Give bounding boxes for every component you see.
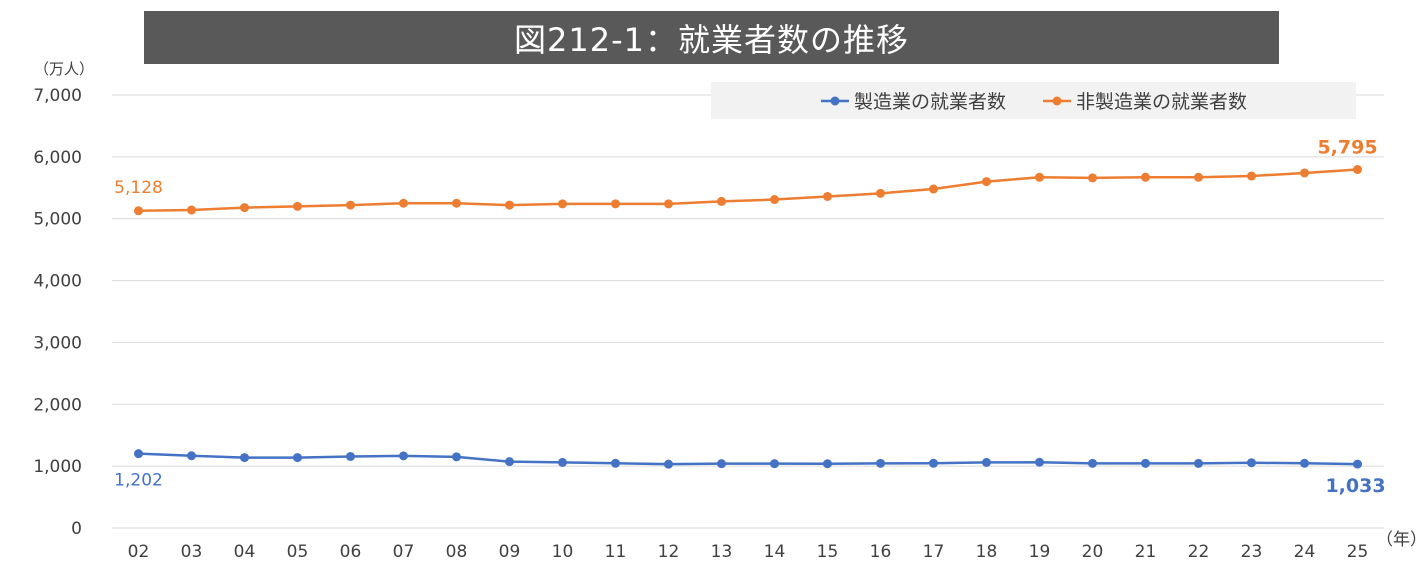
series-line-1	[138, 168, 1358, 213]
data-point	[876, 458, 885, 468]
data-point	[134, 449, 143, 459]
data-point	[1141, 172, 1150, 182]
y-tick-label: 2,000	[33, 395, 82, 415]
x-tick-label: 21	[1135, 542, 1157, 562]
data-point	[558, 199, 567, 209]
y-tick-label: 3,000	[33, 333, 82, 353]
legend-item-non-manufacturing: 非製造業の就業者数	[1042, 87, 1247, 114]
data-point	[187, 205, 196, 215]
data-point	[505, 200, 514, 210]
data-point	[1088, 458, 1097, 468]
data-point	[770, 195, 779, 205]
data-point	[1247, 458, 1256, 468]
y-tick-label: 5,000	[33, 210, 82, 230]
data-point	[823, 459, 832, 469]
x-tick-label: 13	[711, 542, 733, 562]
data-point	[187, 451, 196, 461]
x-tick-label: 22	[1188, 542, 1210, 562]
data-point	[1194, 172, 1203, 182]
x-axis-unit-label: （年）	[1376, 530, 1422, 550]
data-point	[240, 203, 249, 213]
data-label: 5,128	[114, 178, 163, 198]
data-point	[505, 457, 514, 467]
data-point	[929, 458, 938, 468]
series-line-0	[138, 452, 1358, 466]
data-point	[823, 191, 832, 201]
data-point	[770, 459, 779, 469]
data-point	[346, 451, 355, 461]
data-point	[717, 196, 726, 206]
x-tick-label: 05	[287, 542, 309, 562]
legend-marker-manufacturing	[820, 96, 849, 105]
data-point	[611, 199, 620, 209]
x-tick-label: 07	[393, 542, 415, 562]
data-point	[982, 457, 991, 467]
y-tick-label: 4,000	[33, 272, 82, 292]
data-point	[134, 206, 143, 216]
legend-item-manufacturing: 製造業の就業者数	[820, 87, 1006, 114]
data-point	[1035, 457, 1044, 467]
x-tick-label: 09	[499, 542, 521, 562]
x-tick-label: 25	[1347, 542, 1369, 562]
x-tick-label: 17	[923, 542, 945, 562]
data-point	[717, 459, 726, 469]
x-tick-label: 10	[552, 542, 574, 562]
x-tick-label: 11	[605, 542, 627, 562]
y-tick-label: 6,000	[33, 148, 82, 168]
x-tick-label: 15	[817, 542, 839, 562]
x-tick-label: 23	[1241, 542, 1263, 562]
y-tick-label: 1,000	[33, 457, 82, 477]
data-point	[1088, 173, 1097, 183]
x-tick-label: 16	[870, 542, 892, 562]
x-tick-label: 06	[340, 542, 362, 562]
x-tick-label: 04	[234, 542, 256, 562]
data-point	[1353, 459, 1362, 469]
legend-label-manufacturing: 製造業の就業者数	[853, 91, 1006, 113]
y-axis-unit-label: （万人）	[34, 60, 95, 78]
data-point	[1035, 172, 1044, 182]
legend-label-non-manufacturing: 非製造業の就業者数	[1076, 91, 1248, 113]
x-tick-label: 03	[181, 542, 203, 562]
x-tick-label: 18	[976, 542, 998, 562]
data-point	[558, 457, 567, 467]
data-point	[452, 452, 461, 462]
x-tick-label: 14	[764, 542, 786, 562]
data-point	[982, 177, 991, 187]
data-point	[664, 459, 673, 469]
data-point	[664, 199, 673, 209]
data-point	[929, 184, 938, 194]
x-tick-label: 24	[1294, 542, 1316, 562]
data-label: 1,033	[1325, 475, 1385, 497]
data-point	[399, 198, 408, 208]
data-point	[1141, 458, 1150, 468]
x-tick-label: 19	[1029, 542, 1051, 562]
data-point	[876, 188, 885, 198]
data-point	[240, 453, 249, 463]
data-point	[452, 198, 461, 208]
data-point	[1194, 458, 1203, 468]
x-tick-label: 02	[128, 542, 150, 562]
x-tick-label: 12	[658, 542, 680, 562]
data-point	[1300, 458, 1309, 468]
data-point	[1353, 165, 1362, 175]
data-label: 5,795	[1317, 137, 1377, 159]
x-tick-label: 08	[446, 542, 468, 562]
data-point	[346, 200, 355, 210]
x-tick-label: 20	[1082, 542, 1104, 562]
y-tick-label: 7,000	[33, 86, 82, 106]
data-point	[1300, 168, 1309, 178]
data-label: 1,202	[114, 471, 163, 491]
chart-legend: 製造業の就業者数 非製造業の就業者数	[711, 82, 1356, 119]
data-point	[399, 451, 408, 461]
data-point	[611, 458, 620, 468]
data-point	[1247, 171, 1256, 181]
y-tick-label: 0	[71, 519, 82, 539]
data-point	[293, 201, 302, 211]
data-point	[293, 453, 302, 463]
legend-marker-non-manufacturing	[1043, 96, 1071, 105]
chart-title: 図212-1：就業者数の推移	[144, 11, 1279, 64]
